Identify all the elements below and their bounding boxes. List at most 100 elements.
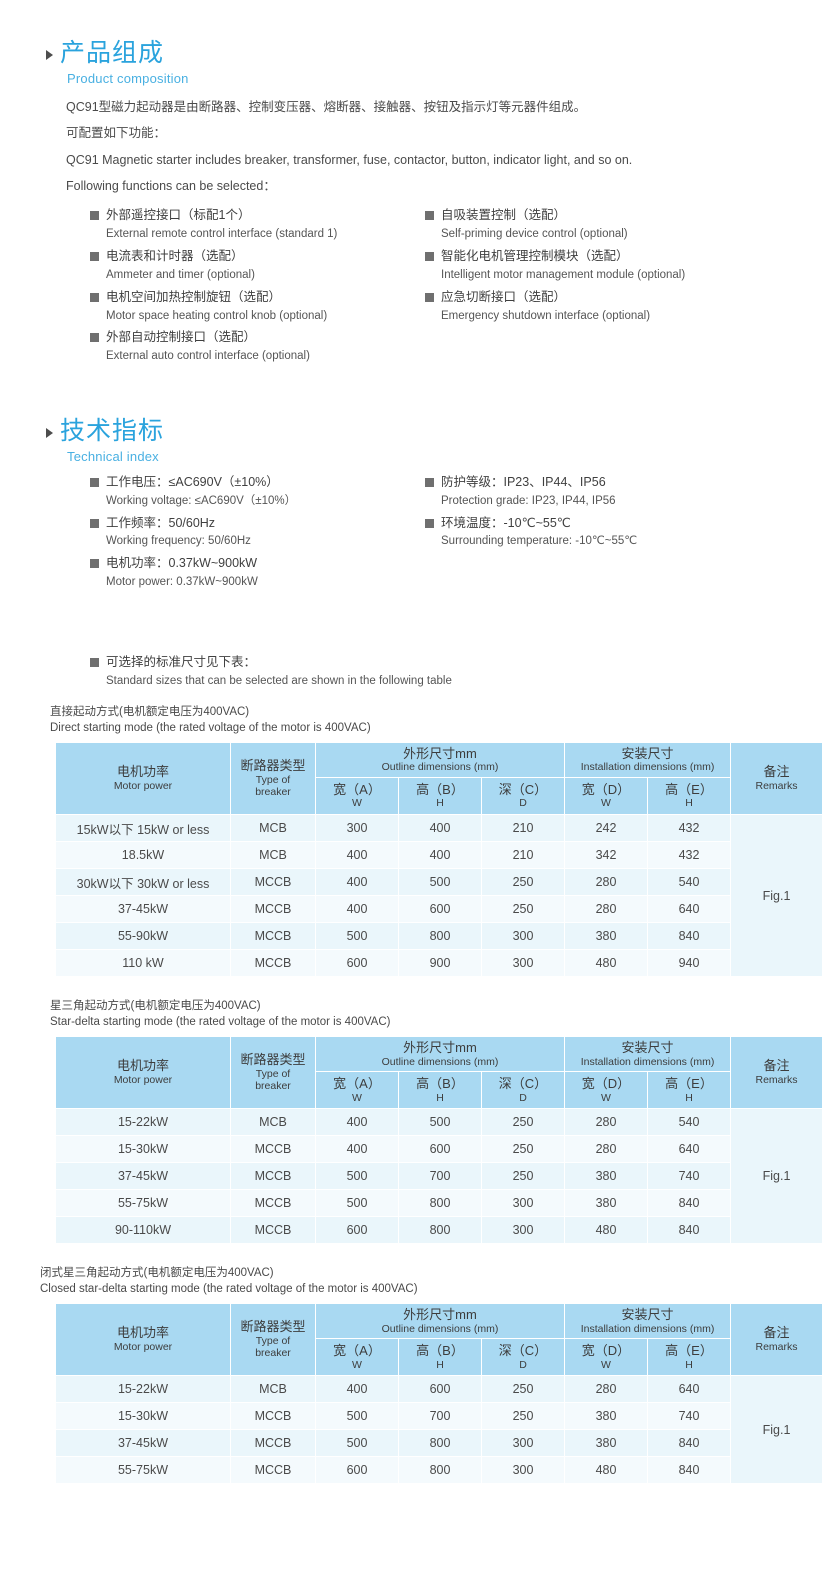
technical-item: 电机功率：0.37kW~900kW Motor power: 0.37kW~90… — [90, 555, 415, 590]
cell-a: 400 — [315, 895, 399, 924]
feature-column-left: 外部遥控接口（标配1个） External remote control int… — [40, 207, 415, 370]
cell-a: 400 — [315, 1375, 399, 1404]
cell-a: 400 — [315, 1108, 399, 1137]
header-breaker-type: 断路器类型 Type of breaker — [230, 742, 316, 816]
cell-a: 400 — [315, 841, 399, 870]
table-row: 15-30kW MCCB 400 600 250 280 640 — [55, 1135, 823, 1164]
cell-power: 55-75kW — [55, 1189, 231, 1218]
cell-a: 300 — [315, 814, 399, 843]
header-depth-c: 深（C） D — [481, 1338, 565, 1377]
bullet-square-icon — [425, 477, 434, 487]
cell-power: 37-45kW — [55, 1162, 231, 1191]
technical-label-cn: 电机功率：0.37kW~900kW — [106, 556, 258, 571]
cell-d: 280 — [564, 1108, 648, 1137]
feature-item: 电机空间加热控制旋钮（选配） Motor space heating contr… — [90, 289, 415, 324]
spec-table: 电机功率 Motor power 断路器类型 Type of breaker 外… — [55, 1036, 824, 1245]
cell-power: 15-22kW — [55, 1375, 231, 1404]
header-remarks: 备注 Remarks — [730, 1303, 824, 1377]
cell-c: 300 — [481, 1189, 565, 1218]
feature-label-cn: 电流表和计时器（选配） — [106, 248, 244, 263]
triangle-marker-icon — [46, 49, 53, 60]
table-caption: 闭式星三角起动方式(电机额定电压为400VAC) Closed star-del… — [40, 1266, 790, 1297]
technical-label-en: Working voltage: ≤AC690V（±10%） — [106, 494, 297, 507]
table-row: 30kW以下 30kW or less MCCB 400 500 250 280 540 — [55, 868, 823, 897]
cell-breaker: MCCB — [230, 922, 316, 951]
feature-label-en: Ammeter and timer (optional) — [106, 268, 255, 281]
intro-line-4: Following functions can be selected： — [66, 179, 276, 194]
cell-b: 600 — [398, 895, 482, 924]
section-technical-index: 技术指标 Technical index 工作电压：≤AC690V（±10%） … — [40, 418, 790, 596]
cell-c: 250 — [481, 1375, 565, 1404]
cell-remarks: Fig.1 — [730, 814, 824, 978]
table-header-row-top: 电机功率 Motor power 断路器类型 Type of breaker 外… — [55, 742, 824, 816]
cell-e: 740 — [646, 1402, 732, 1431]
cell-b: 800 — [398, 1429, 482, 1458]
cell-e: 540 — [646, 868, 732, 897]
cell-a: 500 — [315, 1402, 399, 1431]
cell-e: 840 — [646, 1216, 732, 1245]
standard-size-note: 可选择的标准尺寸见下表： Standard sizes that can be … — [90, 654, 790, 689]
page-title-cn: 产品组成 — [60, 39, 165, 67]
cell-b: 800 — [398, 1456, 482, 1485]
cell-c: 300 — [481, 949, 565, 978]
cell-breaker: MCCB — [230, 1189, 316, 1218]
header-width-d: 宽（D） W — [564, 1338, 648, 1377]
table-body: 15kW以下 15kW or less MCB 300 400 210 242 432 Fig… — [55, 814, 824, 978]
table-row: 55-90kW MCCB 500 800 300 380 840 — [55, 922, 823, 951]
cell-d: 380 — [564, 1402, 648, 1431]
technical-item: 工作电压：≤AC690V（±10%） Working voltage: ≤AC6… — [90, 474, 415, 509]
section-product-composition: 产品组成 Product composition QC91型磁力起动器是由断路器… — [40, 0, 790, 370]
cell-e: 840 — [646, 1429, 732, 1458]
cell-breaker: MCCB — [230, 1216, 316, 1245]
header-remarks: 备注 Remarks — [730, 1036, 824, 1110]
header-outline-dimensions: 外形尺寸mm Outline dimensions (mm) — [315, 1036, 565, 1073]
header-outline-dimensions: 外形尺寸mm Outline dimensions (mm) — [315, 742, 565, 779]
header-height-b: 高（B） H — [398, 777, 482, 816]
feature-label-cn: 自吸装置控制（选配） — [441, 208, 567, 222]
cell-d: 280 — [564, 1135, 648, 1164]
cell-power: 37-45kW — [55, 895, 231, 924]
cell-breaker: MCCB — [230, 1429, 316, 1458]
cell-b: 600 — [398, 1135, 482, 1164]
header-motor-power: 电机功率 Motor power — [55, 1036, 231, 1110]
cell-d: 280 — [564, 1375, 648, 1404]
technical-item: 防护等级：IP23、IP44、IP56 Protection grade: IP… — [425, 474, 790, 509]
cell-b: 700 — [398, 1402, 482, 1431]
bullet-square-icon — [425, 518, 434, 528]
header-outline-cn: 外形尺寸mm — [403, 745, 477, 761]
table-row: 15-30kW MCCB 500 700 250 380 740 — [55, 1402, 823, 1431]
cell-c: 210 — [481, 814, 565, 843]
cell-a: 600 — [315, 949, 399, 978]
cell-c: 300 — [481, 922, 565, 951]
technical-columns: 工作电压：≤AC690V（±10%） Working voltage: ≤AC6… — [40, 474, 790, 596]
technical-item: 环境温度：-10℃~55℃ Surrounding temperature: -… — [425, 515, 790, 550]
feature-label-en: External auto control interface (optiona… — [106, 350, 310, 363]
feature-label-en: Motor space heating control knob (option… — [106, 309, 328, 322]
bullet-square-icon — [90, 477, 99, 487]
header-height-b: 高（B） H — [398, 1338, 482, 1377]
header-outline-dimensions: 外形尺寸mm Outline dimensions (mm) — [315, 1303, 565, 1340]
header-motor-power-cn: 电机功率 — [116, 764, 169, 780]
cell-breaker: MCB — [230, 814, 316, 843]
header-height-e: 高（E） H — [646, 1338, 732, 1377]
table-header-row-sub: 宽（A） W 高（B） H 深（C） D 宽（D） W — [56, 1071, 823, 1110]
feature-item: 自吸装置控制（选配） Self-priming device control (… — [425, 207, 790, 242]
header-installation-dimensions: 安装尺寸 Installation dimensions (mm) — [563, 1036, 732, 1073]
cell-b: 800 — [398, 1189, 482, 1218]
cell-breaker: MCB — [230, 1375, 316, 1404]
cell-d: 242 — [564, 814, 648, 843]
cell-a: 400 — [315, 868, 399, 897]
standard-note-cn: 可选择的标准尺寸见下表： — [106, 655, 257, 670]
table-caption-en: Direct starting mode (the rated voltage … — [50, 721, 371, 734]
cell-remarks: Fig.1 — [730, 1375, 824, 1485]
cell-d: 280 — [564, 895, 648, 924]
technical-label-en: Motor power: 0.37kW~900kW — [106, 576, 258, 589]
bullet-square-icon — [90, 518, 99, 528]
cell-d: 380 — [564, 922, 648, 951]
header-breaker-type-en-2: breaker — [255, 786, 291, 798]
cell-power: 55-75kW — [55, 1456, 231, 1485]
cell-c: 300 — [481, 1456, 565, 1485]
cell-b: 700 — [398, 1162, 482, 1191]
header-installation-dimensions: 安装尺寸 Installation dimensions (mm) — [563, 742, 732, 779]
header-height-e: 高（E） H — [646, 1071, 732, 1110]
